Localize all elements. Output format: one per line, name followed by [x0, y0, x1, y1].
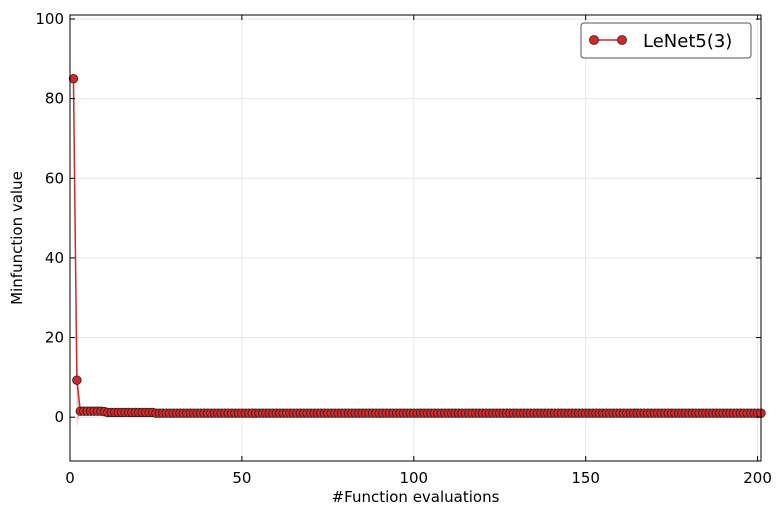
y-tick-label: 60	[45, 169, 64, 187]
data-points	[68, 74, 766, 418]
legend-entry-label: LeNet5(3)	[643, 31, 732, 52]
axis-ticks: 0 50 100 150 200 0 20 40 60 80 100	[35, 10, 772, 487]
legend: LeNet5(3)	[580, 22, 752, 59]
x-axis-label: #Function evaluations	[332, 488, 500, 506]
y-axis-label: Minfunction value	[8, 171, 26, 305]
legend-marker-right	[617, 35, 627, 45]
x-tick-label: 50	[232, 469, 251, 487]
data-point	[72, 375, 82, 385]
y-tick-label: 100	[35, 10, 64, 28]
x-tick-label: 150	[571, 469, 600, 487]
data-point	[68, 74, 79, 84]
plot-background	[70, 15, 761, 461]
legend-box	[580, 22, 752, 59]
y-tick-label: 80	[45, 90, 64, 108]
x-tick-label: 200	[743, 469, 772, 487]
y-tick-label: 20	[45, 329, 64, 347]
x-tick-label: 0	[65, 469, 75, 487]
y-tick-label: 40	[45, 249, 64, 267]
y-tick-label: 0	[54, 408, 64, 426]
legend-marker-left	[589, 35, 599, 45]
x-tick-label: 100	[399, 469, 428, 487]
plot-frame	[69, 14, 762, 462]
